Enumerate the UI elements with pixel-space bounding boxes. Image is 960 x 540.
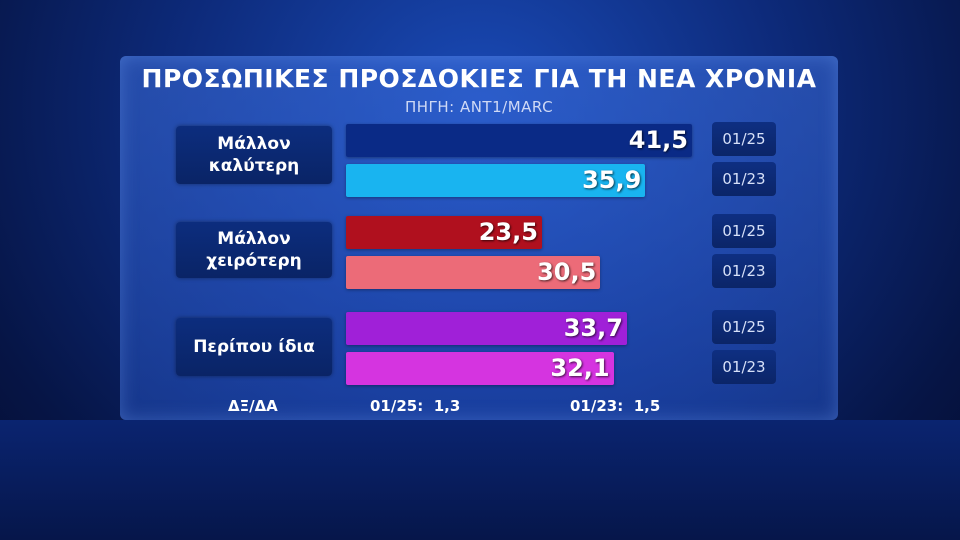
footer-item-0123: 01/23: 1,5 [570, 397, 660, 415]
bar-value-0-0123: 35,9 [582, 166, 642, 194]
bar-value-0-0125: 41,5 [628, 126, 688, 154]
footer-item-0125: 01/25: 1,3 [370, 397, 460, 415]
bar-2-0125 [346, 312, 627, 345]
category-text-2: Περίπου ίδια [193, 337, 315, 357]
bar-1-0123 [346, 256, 601, 289]
floor-background [0, 420, 960, 540]
category-label-0: Μάλλον καλύτερη [176, 126, 332, 184]
bar-2-0123 [346, 352, 614, 385]
chart-title: ΠΡΟΣΩΠΙΚΕΣ ΠΡΟΣΔΟΚΙΕΣ ΓΙΑ ΤΗ ΝΕΑ ΧΡΟΝΙΑ [141, 64, 817, 93]
chart-source: ΠΗΓΗ: ANT1/MARC [404, 98, 554, 116]
bar-value-2-0125: 33,7 [563, 314, 623, 342]
period-label-2-0123: 01/23 [712, 350, 776, 384]
bar-0-0125 [346, 124, 692, 157]
footer-value-0125: 1,3 [433, 397, 461, 415]
footer-period-0125: 01/25: [370, 397, 424, 415]
bar-value-2-0123: 32,1 [550, 354, 610, 382]
bar-0-0123 [346, 164, 646, 197]
period-label-0-0125: 01/25 [712, 122, 776, 156]
period-label-0-0123: 01/23 [712, 162, 776, 196]
category-text-1: Μάλλον χειρότερη [206, 229, 302, 271]
period-label-1-0123: 01/23 [712, 254, 776, 288]
footer-label: ΔΞ/ΔΑ [228, 397, 278, 415]
category-label-1: Μάλλον χειρότερη [176, 222, 332, 278]
period-label-2-0125: 01/25 [712, 310, 776, 344]
category-label-2: Περίπου ίδια [176, 318, 332, 376]
bar-value-1-0123: 30,5 [537, 258, 597, 286]
bar-1-0125 [346, 216, 542, 249]
footer-value-0123: 1,5 [633, 397, 661, 415]
category-text-0: Μάλλον καλύτερη [208, 134, 300, 176]
footer-period-0123: 01/23: [570, 397, 624, 415]
period-label-1-0125: 01/25 [712, 214, 776, 248]
bar-value-1-0125: 23,5 [478, 218, 538, 246]
